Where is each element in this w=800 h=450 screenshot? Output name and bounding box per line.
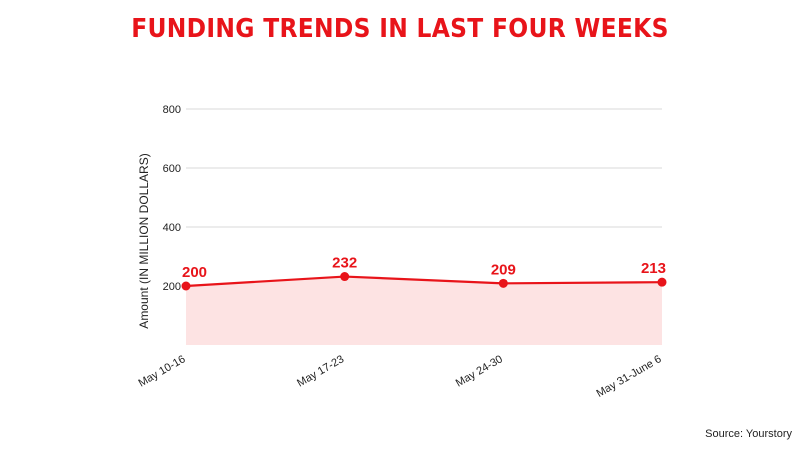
data-point bbox=[181, 281, 191, 291]
data-label: 213 bbox=[641, 260, 666, 277]
x-axis-ticks: May 10-16 May 17-23 May 24-30 May 31-June 6 bbox=[136, 353, 663, 400]
x-tick-label: May 17-23 bbox=[295, 353, 346, 389]
data-point bbox=[498, 278, 508, 288]
chart-title: FUNDING TRENDS IN LAST FOUR WEEKS bbox=[131, 14, 669, 44]
data-labels: 200 232 209 213 bbox=[182, 255, 666, 281]
data-points bbox=[181, 272, 667, 291]
y-tick-label: 800 bbox=[163, 104, 181, 116]
gridlines bbox=[186, 108, 662, 287]
data-point bbox=[340, 272, 350, 282]
y-axis-label: Amount (IN MILLION DOLLARS) bbox=[137, 153, 151, 328]
data-label: 232 bbox=[332, 255, 357, 272]
x-tick-label: May 10-16 bbox=[136, 353, 187, 389]
y-axis-ticks: 200 400 600 800 bbox=[163, 104, 181, 293]
source-note: Source: Yourstory bbox=[705, 428, 792, 440]
data-label: 209 bbox=[491, 261, 516, 278]
data-label: 200 bbox=[182, 264, 207, 281]
y-tick-label: 400 bbox=[163, 222, 181, 234]
x-tick-label: May 31-June 6 bbox=[594, 353, 663, 400]
series-line bbox=[185, 275, 663, 288]
x-tick-label: May 24-30 bbox=[454, 353, 505, 389]
series-line-path bbox=[185, 275, 663, 288]
y-tick-label: 200 bbox=[163, 281, 181, 293]
area-fill bbox=[186, 276, 662, 345]
y-tick-label: 600 bbox=[163, 163, 181, 175]
data-point bbox=[657, 277, 667, 287]
area-fill-shape bbox=[186, 276, 662, 345]
